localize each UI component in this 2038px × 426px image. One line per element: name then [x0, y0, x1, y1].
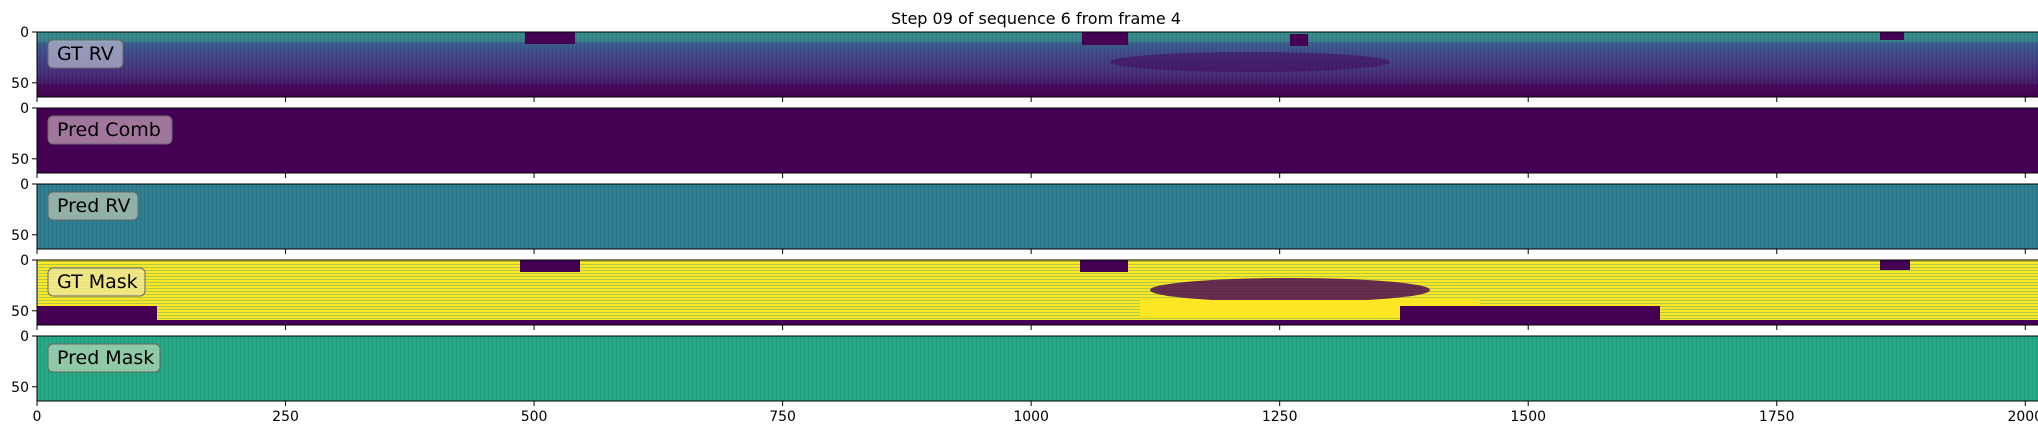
x-tick-label: 1500	[1510, 409, 1546, 425]
y-tick-label: 50	[11, 380, 29, 396]
y-tick-label: 50	[11, 304, 29, 320]
panel-label-box	[47, 267, 146, 297]
figure-title: Step 09 of sequence 6 from frame 4	[891, 9, 1181, 28]
x-tick-label: 2000	[2007, 409, 2038, 425]
panel-label: Pred Mask	[57, 347, 154, 369]
panel-label-box	[47, 191, 139, 221]
panel-label-box	[47, 115, 173, 145]
x-tick-label: 750	[769, 409, 796, 425]
gt-rv-image	[37, 32, 2038, 97]
y-tick-label: 0	[20, 253, 29, 269]
gt-mask-image	[37, 260, 2038, 325]
panel-label-box	[47, 39, 124, 69]
panel-label: Pred Comb	[57, 119, 161, 141]
panel-gt-rv: GT RV	[36, 31, 2038, 98]
x-tick-label: 0	[33, 409, 42, 425]
x-tick-label: 500	[521, 409, 548, 425]
pred-comb-image	[37, 108, 2038, 173]
y-tick-label: 50	[11, 228, 29, 244]
x-tick-label: 1750	[1759, 409, 1795, 425]
panel-label: GT RV	[57, 43, 114, 65]
y-tick-label: 50	[11, 152, 29, 168]
y-tick-label: 0	[20, 101, 29, 117]
panel-pred-mask: Pred Mask	[36, 335, 2038, 402]
panel-pred-rv: Pred RV	[36, 183, 2038, 250]
panel-pred-comb: Pred Comb	[36, 107, 2038, 174]
x-tick-label: 250	[272, 409, 299, 425]
x-tick-label: 1000	[1013, 409, 1049, 425]
panel-gt-mask: GT Mask	[36, 259, 2038, 326]
panel-label-box	[47, 343, 161, 373]
panel-label: GT Mask	[57, 271, 138, 293]
y-tick-label: 0	[20, 177, 29, 193]
y-tick-label: 0	[20, 25, 29, 41]
x-tick-label: 1250	[1262, 409, 1298, 425]
panel-label: Pred RV	[57, 195, 130, 217]
y-tick-label: 50	[11, 76, 29, 92]
y-tick-label: 0	[20, 329, 29, 345]
